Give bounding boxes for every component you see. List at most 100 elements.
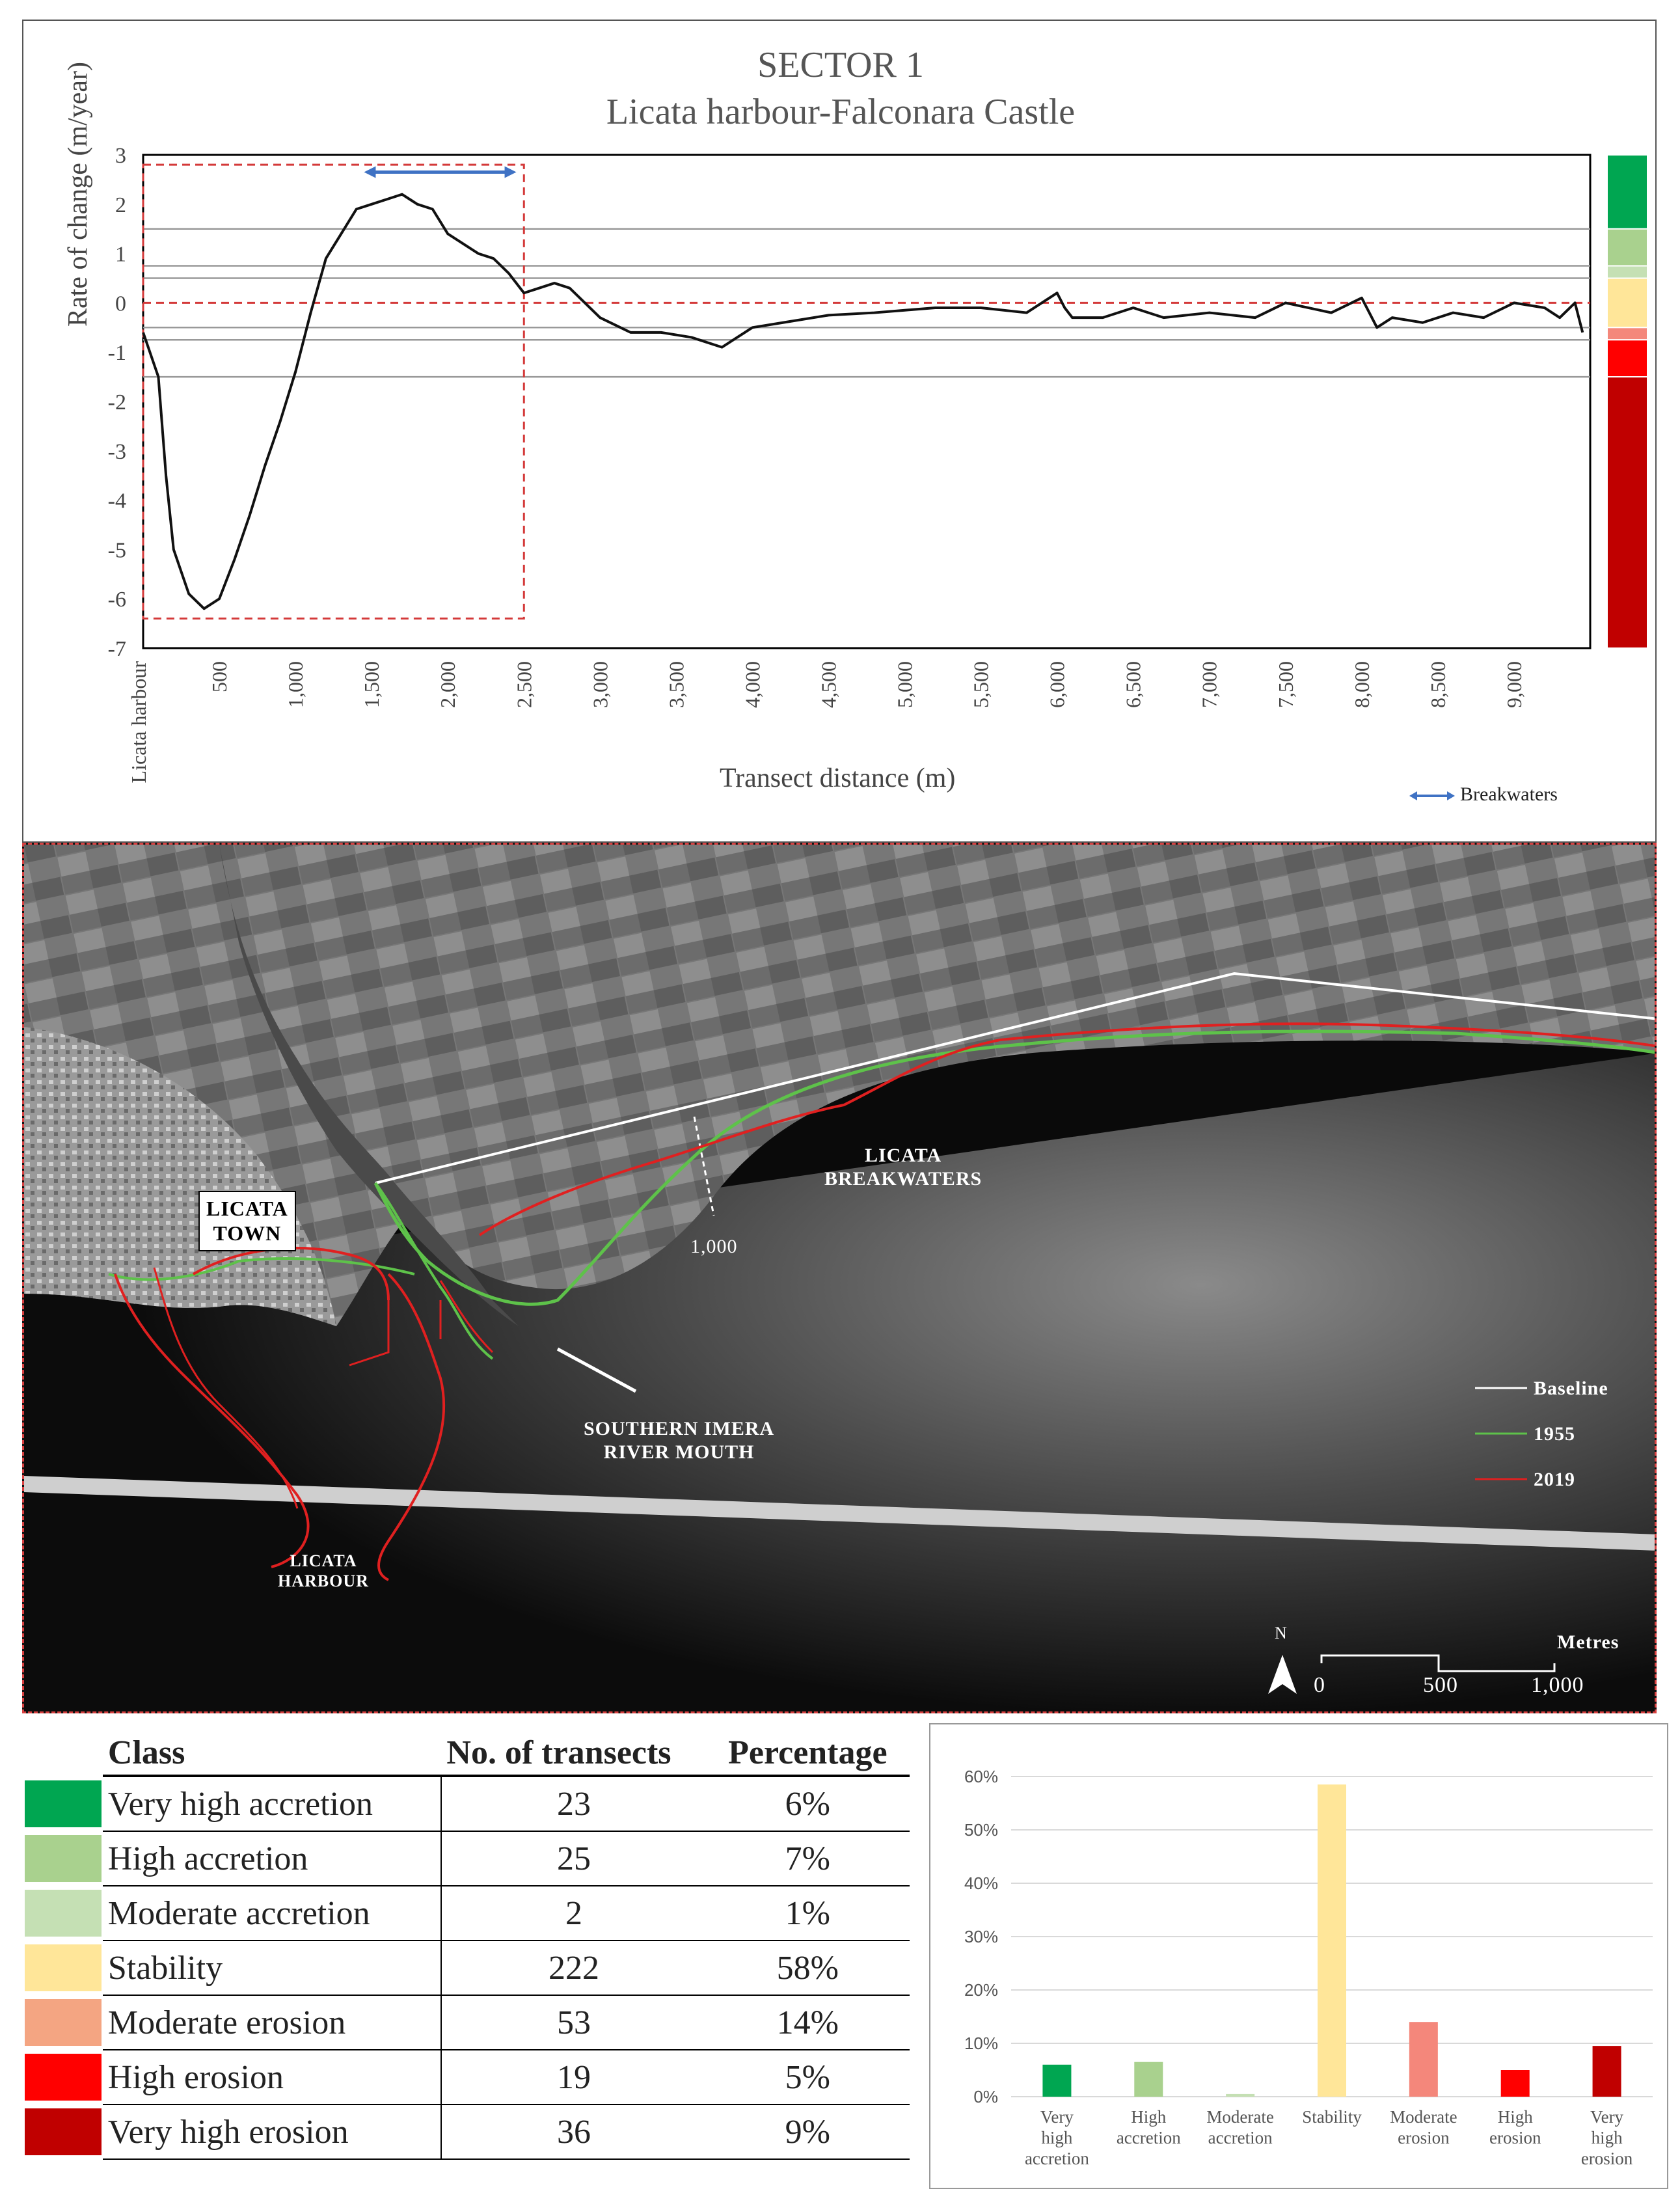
- table-header-row: Class No. of transects Percentage: [25, 1731, 910, 1777]
- bar-category-label: Moderate: [1206, 2107, 1273, 2127]
- transect-count-cell: 2: [441, 1886, 706, 1941]
- y-tick-label: -1: [108, 341, 126, 365]
- double-arrow-icon: [1409, 791, 1455, 801]
- north-label: N: [1275, 1624, 1288, 1642]
- chart-subtitle: Licata harbour-Falconara Castle: [606, 92, 1076, 132]
- x-tick-label: 3,000: [588, 661, 612, 708]
- legend-2019: 2019: [1534, 1469, 1575, 1490]
- class-swatch-cell: [25, 2104, 103, 2159]
- table-row: Stability 222 58%: [25, 1940, 910, 1996]
- y-tick-label: 3: [115, 144, 126, 168]
- bar-category-label: erosion: [1489, 2128, 1541, 2147]
- class-name-cell: High accretion: [102, 1831, 442, 1886]
- percentage-cell: 1%: [705, 1886, 910, 1941]
- percentage-cell: 14%: [705, 1995, 910, 2050]
- x-tick-label: 2,500: [512, 661, 535, 708]
- class-color-swatch: [25, 1890, 102, 1937]
- percentage-cell: 5%: [705, 2050, 910, 2105]
- class-swatch-cell: [25, 1886, 103, 1940]
- bar: [1134, 2062, 1163, 2097]
- transect-label: 1,000: [690, 1236, 738, 1257]
- line-chart-panel: SECTOR 1 Licata harbour-Falconara Castle…: [22, 20, 1657, 843]
- licata-town-label: LICATA TOWN: [198, 1191, 296, 1251]
- x-tick-label: 6,500: [1122, 661, 1145, 708]
- table-body: Very high accretion 23 6% High accretion 25 7…: [25, 1776, 910, 2160]
- breakwaters-arrowhead-right: [504, 166, 517, 178]
- bar-category-label: Stability: [1302, 2107, 1362, 2127]
- breakwaters-legend-label: Breakwaters: [1460, 783, 1558, 805]
- bar-y-tick-label: 30%: [964, 1927, 998, 1946]
- y-tick-label: -3: [108, 440, 126, 464]
- bar-category-label: high: [1592, 2128, 1623, 2147]
- y-tick-label: -4: [108, 489, 126, 513]
- bar-category-label: erosion: [1398, 2128, 1450, 2147]
- class-color-segment-5: [1606, 339, 1648, 378]
- bar: [1592, 2046, 1621, 2097]
- bar-category-label: accretion: [1025, 2149, 1089, 2168]
- table-row: High erosion 19 5%: [25, 2050, 910, 2105]
- bar-category-label: Very: [1590, 2107, 1623, 2127]
- class-swatch-cell: [25, 1940, 103, 1995]
- table-row: High accretion 25 7%: [25, 1831, 910, 1886]
- percentage-cell: 6%: [705, 1776, 910, 1832]
- class-name-cell: Moderate erosion: [102, 1995, 442, 2050]
- scale-tick-0: 0: [1314, 1673, 1325, 1697]
- x-tick-label: 6,000: [1046, 661, 1069, 708]
- class-color-swatch: [25, 1780, 102, 1827]
- bar-y-tick-label: 10%: [964, 2034, 998, 2053]
- x-tick-label: 8,000: [1350, 661, 1374, 708]
- map-drawing: [24, 845, 1655, 1711]
- class-swatch-cell: [25, 1776, 103, 1831]
- transect-count-cell: 23: [441, 1776, 706, 1832]
- class-name-cell: High erosion: [102, 2050, 442, 2105]
- class-color-segment-1: [1606, 228, 1648, 267]
- bar-y-tick-label: 40%: [964, 1873, 998, 1893]
- bar: [1500, 2070, 1530, 2097]
- y-tick-label: 2: [115, 193, 126, 217]
- bar-category-label: Very: [1040, 2107, 1074, 2127]
- breakwaters-label: LICATA BREAKWATERS: [824, 1145, 982, 1190]
- x-tick-label: 3,500: [664, 661, 688, 708]
- scale-tick-500: 500: [1423, 1673, 1458, 1697]
- header-class: Class: [102, 1731, 442, 1777]
- series-line: [142, 193, 1584, 610]
- x-tick-label: 9,000: [1502, 661, 1526, 708]
- header-percentage: Percentage: [705, 1731, 910, 1777]
- x-tick-label: 5,000: [893, 661, 917, 708]
- bar-y-tick-label: 60%: [964, 1767, 998, 1786]
- swatch-header: [25, 1731, 103, 1776]
- harbour-label: LICATA HARBOUR: [278, 1551, 369, 1591]
- bar-y-tick-label: 20%: [964, 1980, 998, 2000]
- aerial-map: LICATA TOWN LICATA BREAKWATERS SOUTHERN …: [22, 843, 1657, 1713]
- class-swatch-cell: [25, 1995, 103, 2050]
- table-row: Very high accretion 23 6%: [25, 1776, 910, 1832]
- class-swatch-cell: [25, 2050, 103, 2104]
- bar: [1226, 2093, 1255, 2097]
- y-tick-label: 0: [115, 292, 126, 316]
- class-name-cell: Very high erosion: [102, 2104, 442, 2160]
- class-color-swatch: [25, 1999, 102, 2046]
- table-row: Very high erosion 36 9%: [25, 2104, 910, 2160]
- transect-count-cell: 222: [441, 1940, 706, 1996]
- class-color-segment-3: [1606, 277, 1648, 329]
- class-color-segment-4: [1606, 327, 1648, 341]
- bar-category-label: high: [1041, 2128, 1073, 2147]
- class-color-segment-6: [1606, 376, 1648, 649]
- header-count: No. of transects: [441, 1731, 706, 1777]
- river-mouth-label: SOUTHERN IMERA RIVER MOUTH: [584, 1418, 775, 1463]
- bar-category-label: accretion: [1117, 2128, 1181, 2147]
- x-axis-label: Transect distance (m): [720, 763, 956, 793]
- bar: [1318, 1784, 1346, 2097]
- x-tick-label: Licata harbour: [127, 661, 150, 783]
- percentage-cell: 7%: [705, 1831, 910, 1886]
- class-name-cell: Very high accretion: [102, 1776, 442, 1832]
- bar-chart-svg: 0%10%20%30%40%50%60%VeryhighaccretionHig…: [964, 1767, 1653, 2168]
- x-tick-label: 7,500: [1274, 661, 1297, 708]
- class-name-cell: Moderate accretion: [102, 1886, 442, 1941]
- percentage-cell: 58%: [705, 1940, 910, 1996]
- class-color-swatch: [25, 1944, 102, 1991]
- transect-count-cell: 19: [441, 2050, 706, 2105]
- bar-y-tick-label: 50%: [964, 1820, 998, 1840]
- bar-category-label: Moderate: [1390, 2107, 1457, 2127]
